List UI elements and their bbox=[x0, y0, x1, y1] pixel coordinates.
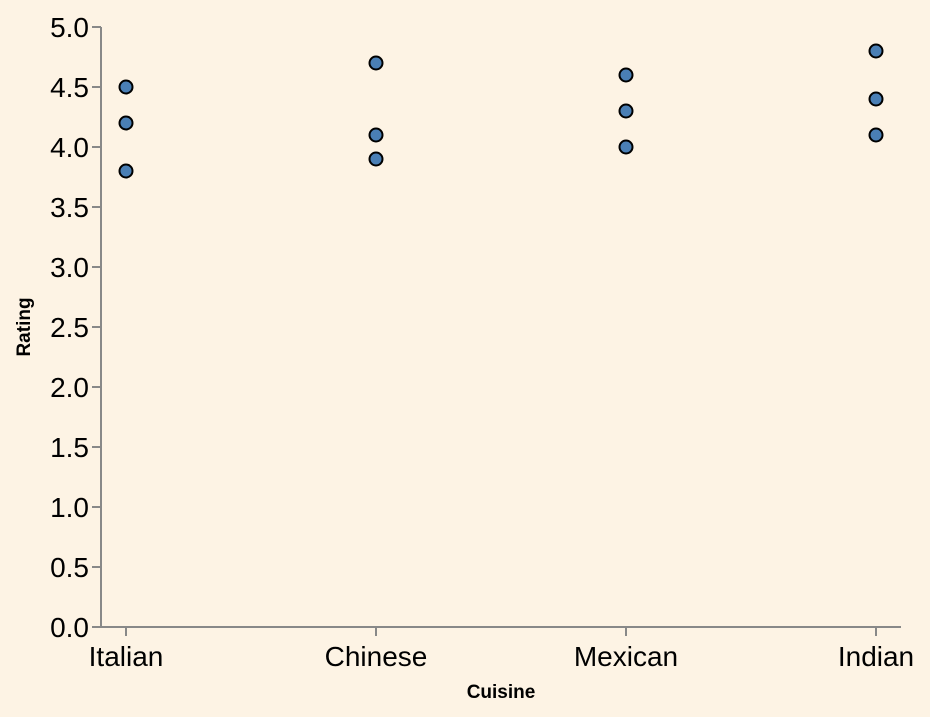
x-axis-title: Cuisine bbox=[467, 682, 536, 703]
y-tick-label: 3.5 bbox=[50, 192, 89, 223]
data-point bbox=[618, 103, 634, 119]
data-point bbox=[868, 43, 884, 59]
y-tick-label: 1.0 bbox=[50, 492, 89, 523]
x-tick-label: Chinese bbox=[325, 641, 428, 672]
y-tick-label: 2.0 bbox=[50, 372, 89, 403]
data-point bbox=[618, 139, 634, 155]
data-point bbox=[368, 127, 384, 143]
data-point bbox=[118, 163, 134, 179]
y-tick-label: 1.5 bbox=[50, 432, 89, 463]
data-point bbox=[618, 67, 634, 83]
y-tick-label: 5.0 bbox=[50, 12, 89, 43]
data-point bbox=[118, 115, 134, 131]
data-point bbox=[368, 151, 384, 167]
data-points bbox=[118, 43, 884, 179]
y-tick-label: 4.5 bbox=[50, 72, 89, 103]
y-tick-label: 3.0 bbox=[50, 252, 89, 283]
data-point bbox=[368, 55, 384, 71]
y-tick-label: 4.0 bbox=[50, 132, 89, 163]
data-point bbox=[868, 127, 884, 143]
x-tick-label: Italian bbox=[89, 641, 164, 672]
y-tick-label: 0.0 bbox=[50, 612, 89, 643]
y-axis: 0.0 0.5 1.0 1.5 2.0 2.5 3.0 3.5 4.0 4.5 5.0 bbox=[50, 12, 102, 643]
x-tick-label: Indian bbox=[838, 641, 914, 672]
y-tick-label: 0.5 bbox=[50, 552, 89, 583]
x-tick-label: Mexican bbox=[574, 641, 678, 672]
x-axis: Italian Chinese Mexican Indian bbox=[89, 626, 914, 672]
data-point bbox=[118, 79, 134, 95]
y-tick-label: 2.5 bbox=[50, 312, 89, 343]
y-axis-title: Rating bbox=[14, 297, 35, 356]
data-point bbox=[868, 91, 884, 107]
